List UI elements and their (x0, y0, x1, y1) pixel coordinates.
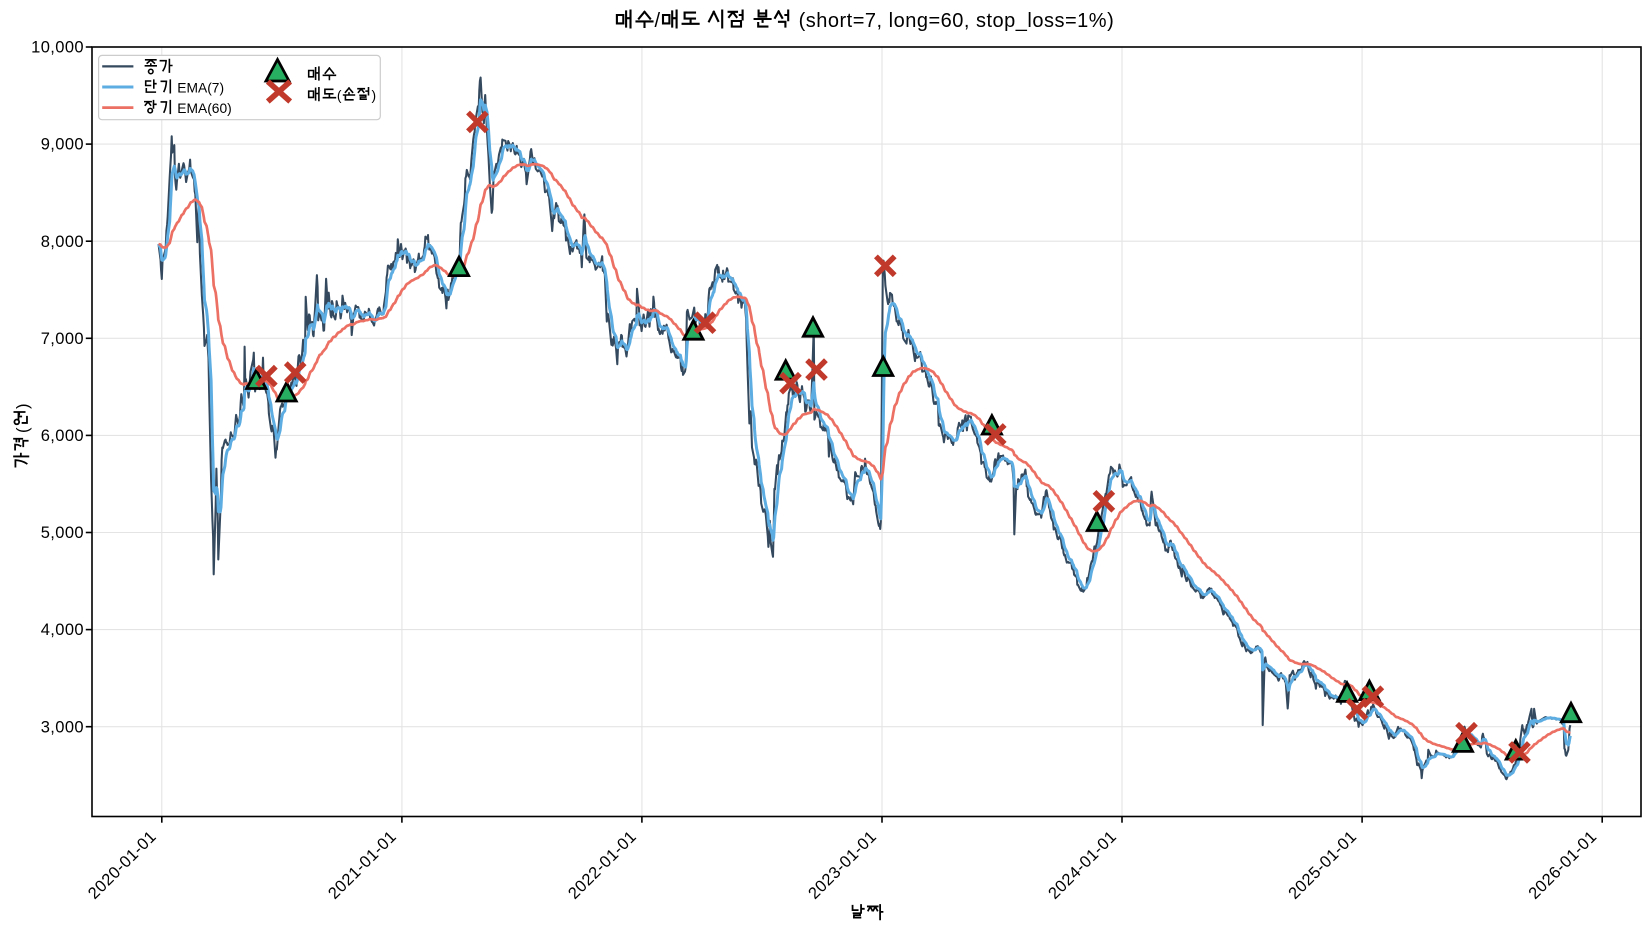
svg-text:EMA(7): EMA(7) (177, 80, 224, 95)
svg-text:/: / (655, 10, 661, 32)
svg-text:7,000: 7,000 (41, 330, 84, 348)
svg-text:EMA(60): EMA(60) (177, 101, 231, 116)
svg-text:5,000: 5,000 (41, 524, 84, 542)
svg-text:): ) (372, 88, 377, 103)
svg-text:10,000: 10,000 (31, 39, 84, 57)
svg-text:8,000: 8,000 (41, 233, 84, 251)
svg-text:4,000: 4,000 (41, 621, 84, 639)
svg-text:(short=7, long=60, stop_loss=1: (short=7, long=60, stop_loss=1%) (799, 10, 1115, 32)
svg-text:6,000: 6,000 (41, 427, 84, 445)
svg-text:9,000: 9,000 (41, 136, 84, 154)
svg-text:(: ( (337, 88, 342, 103)
svg-text:3,000: 3,000 (41, 718, 84, 736)
svg-text:(: ( (14, 427, 32, 433)
svg-text:): ) (14, 403, 32, 409)
